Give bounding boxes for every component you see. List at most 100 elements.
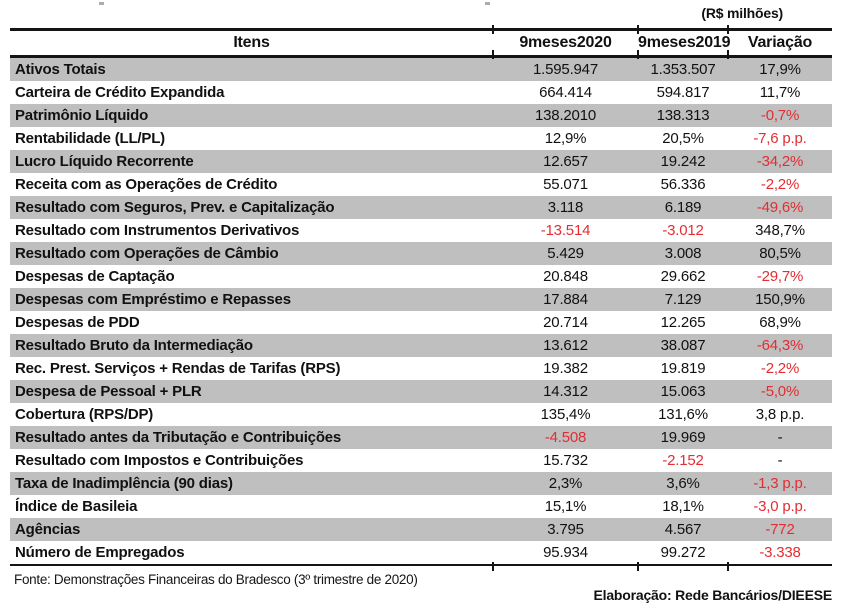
table-row: Despesas de PDD 20.714 12.265 68,9% (10, 311, 832, 334)
table-row: Resultado antes da Tributação e Contribu… (10, 426, 832, 449)
table-row: Resultado Bruto da Intermediação 13.612 38… (10, 334, 832, 357)
value-2020-cell: 15,1% (544, 498, 587, 515)
value-2020-cell: 12.657 (543, 153, 588, 170)
value-2020-cell: 5.429 (547, 245, 584, 262)
variation-cell: -2,2% (760, 360, 800, 377)
table-row: Rec. Prest. Serviços + Rendas de Tarifas… (10, 357, 832, 380)
item-label-cell: Resultado antes da Tributação e Contribu… (15, 429, 342, 446)
item-label-cell: Ativos Totais (15, 61, 106, 78)
table-row: Despesas com Empréstimo e Repasses 17.884… (10, 288, 832, 311)
value-2019-cell: 29.662 (660, 268, 706, 285)
value-2020-cell: 15.732 (543, 452, 588, 469)
value-2019-cell: 4.567 (664, 521, 702, 538)
item-label-cell: Patrimônio Líquido (15, 107, 149, 124)
value-2020-cell: 95.934 (543, 544, 588, 561)
variation-cell: 348,7% (755, 222, 805, 239)
variation-cell: -49,6% (756, 199, 804, 216)
financial-results-table: Itens 9meses2020 9meses2019 Variação Ati… (10, 28, 832, 566)
variation-cell: -2,2% (760, 176, 800, 193)
value-2020-cell: 55.071 (543, 176, 588, 193)
variation-cell: -5,0% (760, 383, 800, 400)
item-label-cell: Taxa de Inadimplência (90 dias) (15, 475, 233, 492)
gridline-tick (492, 50, 494, 59)
value-2019-cell: 7.129 (664, 291, 702, 308)
table-row: Lucro Líquido Recorrente 12.657 19.242 -34,… (10, 150, 832, 173)
value-2019-cell: 99.272 (660, 544, 706, 561)
table-row: Taxa de Inadimplência (90 dias) 2,3% 3,6% -… (10, 472, 832, 495)
value-2020-cell: -4.508 (544, 429, 587, 446)
table-row: Índice de Basileia 15,1% 18,1% -3,0 p.p. (10, 495, 832, 518)
gridline-tick (637, 25, 639, 34)
variation-cell: - (777, 429, 783, 446)
table-body: Ativos Totais 1.595.947 1.353.507 17,9% Cart… (10, 56, 832, 566)
table-row: Cobertura (RPS/DP) 135,4% 131,6% 3,8 p.p. (10, 403, 832, 426)
gridline-tick (727, 562, 729, 571)
table-row: Carteira de Crédito Expandida 664.414 594.… (10, 81, 832, 104)
table-row: Despesa de Pessoal + PLR 14.312 15.063 -5,0… (10, 380, 832, 403)
item-label-cell: Resultado com Instrumentos Derivativos (15, 222, 300, 239)
variation-cell: 17,9% (759, 61, 801, 78)
variation-cell: 80,5% (759, 245, 801, 262)
item-label-cell: Índice de Basileia (15, 498, 138, 515)
value-2019-cell: 1.353.507 (650, 61, 716, 78)
item-label-cell: Despesa de Pessoal + PLR (15, 383, 202, 400)
value-2020-cell: 2,3% (548, 475, 583, 492)
value-2020-cell: 20.714 (543, 314, 588, 331)
value-2020-cell: 3.118 (547, 199, 584, 216)
value-2019-cell: 19.969 (660, 429, 706, 446)
currency-unit-label: (R$ milhões) (701, 5, 783, 21)
value-2019-cell: 15.063 (660, 383, 706, 400)
item-label-cell: Despesas com Empréstimo e Repasses (15, 291, 291, 308)
item-label-cell: Despesas de PDD (15, 314, 140, 331)
variation-cell: -3.338 (759, 544, 801, 561)
item-label-cell: Agências (15, 521, 81, 538)
variation-cell: -0,7% (760, 107, 800, 124)
variation-cell: -7,6 p.p. (753, 130, 807, 147)
gridline-tick (727, 50, 729, 59)
value-2019-cell: -2.152 (662, 452, 704, 469)
value-2020-cell: -13.514 (540, 222, 591, 239)
variation-cell: -29,7% (756, 268, 804, 285)
value-2019-cell: 19.242 (660, 153, 706, 170)
table-row: Resultado com Impostos e Contribuições 15… (10, 449, 832, 472)
value-2019-cell: 18,1% (662, 498, 704, 515)
value-2019-cell: 3,6% (666, 475, 700, 492)
table-row: Rentabilidade (LL/PL) 12,9% 20,5% -7,6 p.p. (10, 127, 832, 150)
variation-cell: - (777, 452, 783, 469)
table-row: Agências 3.795 4.567 -772 (10, 518, 832, 541)
value-2019-cell: 138.313 (656, 107, 710, 124)
value-2019-cell: 38.087 (660, 337, 706, 354)
variation-cell: -64,3% (756, 337, 804, 354)
item-label-cell: Carteira de Crédito Expandida (15, 84, 225, 101)
gridline-tick (492, 25, 494, 34)
value-2019-cell: 12.265 (660, 314, 706, 331)
column-header-9meses2020: 9meses2020 (493, 29, 638, 58)
value-2019-cell: 20,5% (662, 130, 704, 147)
item-label-cell: Cobertura (RPS/DP) (15, 406, 154, 423)
table-row: Resultado com Operações de Câmbio 5.429 3.… (10, 242, 832, 265)
item-label-cell: Número de Empregados (15, 544, 185, 561)
value-2020-cell: 12,9% (544, 130, 587, 147)
value-2020-cell: 1.595.947 (533, 61, 598, 78)
variation-cell: -1,3 p.p. (753, 475, 807, 492)
cropped-text-artifact (99, 2, 104, 5)
item-label-cell: Rentabilidade (LL/PL) (15, 130, 165, 147)
column-header-variacao: Variação (728, 29, 832, 58)
value-2019-cell: 131,6% (658, 406, 708, 423)
column-header-itens: Itens (10, 29, 493, 58)
table-row: Receita com as Operações de Crédito 55.07… (10, 173, 832, 196)
item-label-cell: Receita com as Operações de Crédito (15, 176, 278, 193)
table-row: Patrimônio Líquido 138.2010 138.313 -0,7% (10, 104, 832, 127)
value-2020-cell: 138.2010 (535, 107, 596, 124)
value-2020-cell: 17.884 (543, 291, 588, 308)
item-label-cell: Resultado com Impostos e Contribuições (15, 452, 304, 469)
table-row: Número de Empregados 95.934 99.272 -3.338 (10, 541, 832, 565)
table-row: Resultado com Instrumentos Derivativos -1… (10, 219, 832, 242)
table-row: Resultado com Seguros, Prev. e Capitaliz… (10, 196, 832, 219)
value-2020-cell: 135,4% (540, 406, 591, 423)
value-2019-cell: 19.819 (660, 360, 706, 377)
value-2020-cell: 20.848 (543, 268, 588, 285)
variation-cell: -34,2% (756, 153, 804, 170)
gridline-tick (637, 50, 639, 59)
